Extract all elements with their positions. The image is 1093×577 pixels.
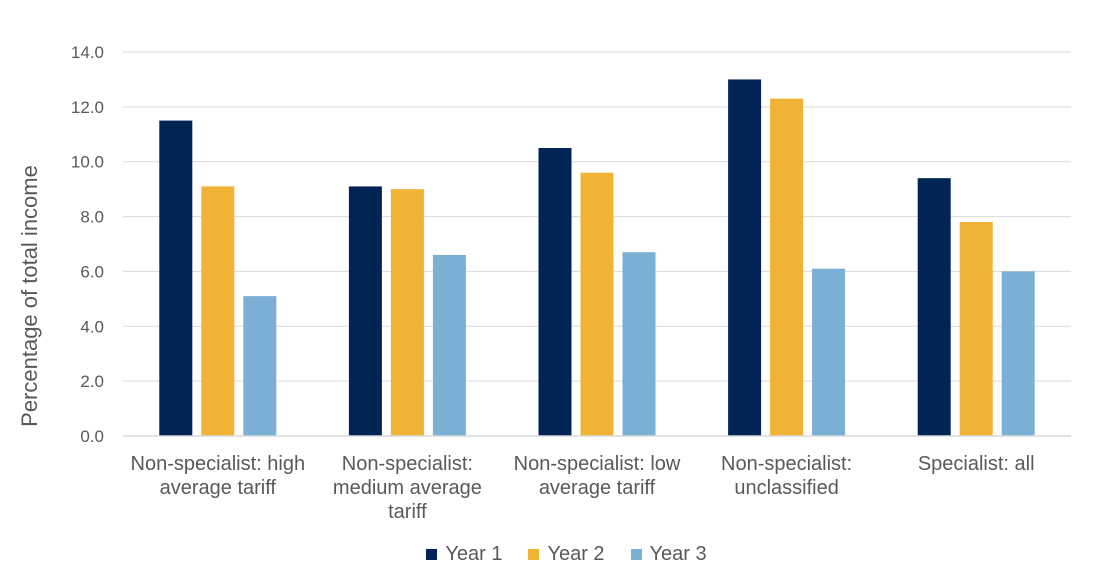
- bar-year-1: [728, 79, 762, 436]
- bar-year-3: [243, 296, 277, 436]
- y-tick-label: 12.0: [71, 98, 104, 117]
- bar-year-1: [917, 178, 951, 436]
- legend-label: Year 1: [445, 543, 503, 565]
- x-category-label: Non-specialist: low average tariff: [513, 453, 681, 499]
- bar-year-1: [538, 148, 572, 436]
- bar-year-3: [812, 268, 846, 436]
- legend-swatch: [528, 549, 540, 560]
- x-category-label: Non-specialist: unclassified: [721, 453, 853, 499]
- y-axis-label: Percentage of total income: [17, 165, 42, 427]
- bar-year-2: [390, 189, 424, 436]
- y-tick-label: 2.0: [80, 372, 104, 391]
- bar-year-2: [580, 172, 614, 436]
- y-tick-label: 10.0: [71, 153, 104, 172]
- y-tick-label: 6.0: [80, 262, 104, 281]
- y-tick-label: 8.0: [80, 208, 104, 227]
- y-tick-label: 0.0: [80, 427, 104, 446]
- bar-year-2: [770, 98, 804, 436]
- bar-year-3: [1001, 271, 1035, 436]
- bar-year-1: [348, 186, 382, 436]
- bar-year-3: [622, 252, 656, 436]
- y-tick-label: 14.0: [71, 43, 104, 62]
- legend-item: Year 1: [426, 543, 502, 566]
- legend-swatch: [426, 549, 438, 560]
- x-category-label: Non-specialist: high average tariff: [130, 453, 306, 499]
- legend-item: Year 3: [630, 543, 707, 566]
- bar-year-3: [432, 254, 466, 436]
- legend-label: Year 3: [649, 543, 707, 565]
- legend-label: Year 2: [547, 543, 605, 565]
- x-category-label: Non-specialist: medium average tariff: [332, 453, 482, 523]
- bar-year-2: [959, 222, 993, 436]
- bar-year-1: [159, 120, 193, 437]
- bar-year-2: [201, 186, 235, 436]
- x-category-label: Specialist: all: [917, 453, 1035, 475]
- y-tick-label: 4.0: [80, 317, 104, 336]
- legend-swatch: [630, 549, 642, 560]
- legend: Year 1 Year 2 Year 3: [0, 543, 1093, 566]
- legend-item: Year 2: [528, 543, 605, 566]
